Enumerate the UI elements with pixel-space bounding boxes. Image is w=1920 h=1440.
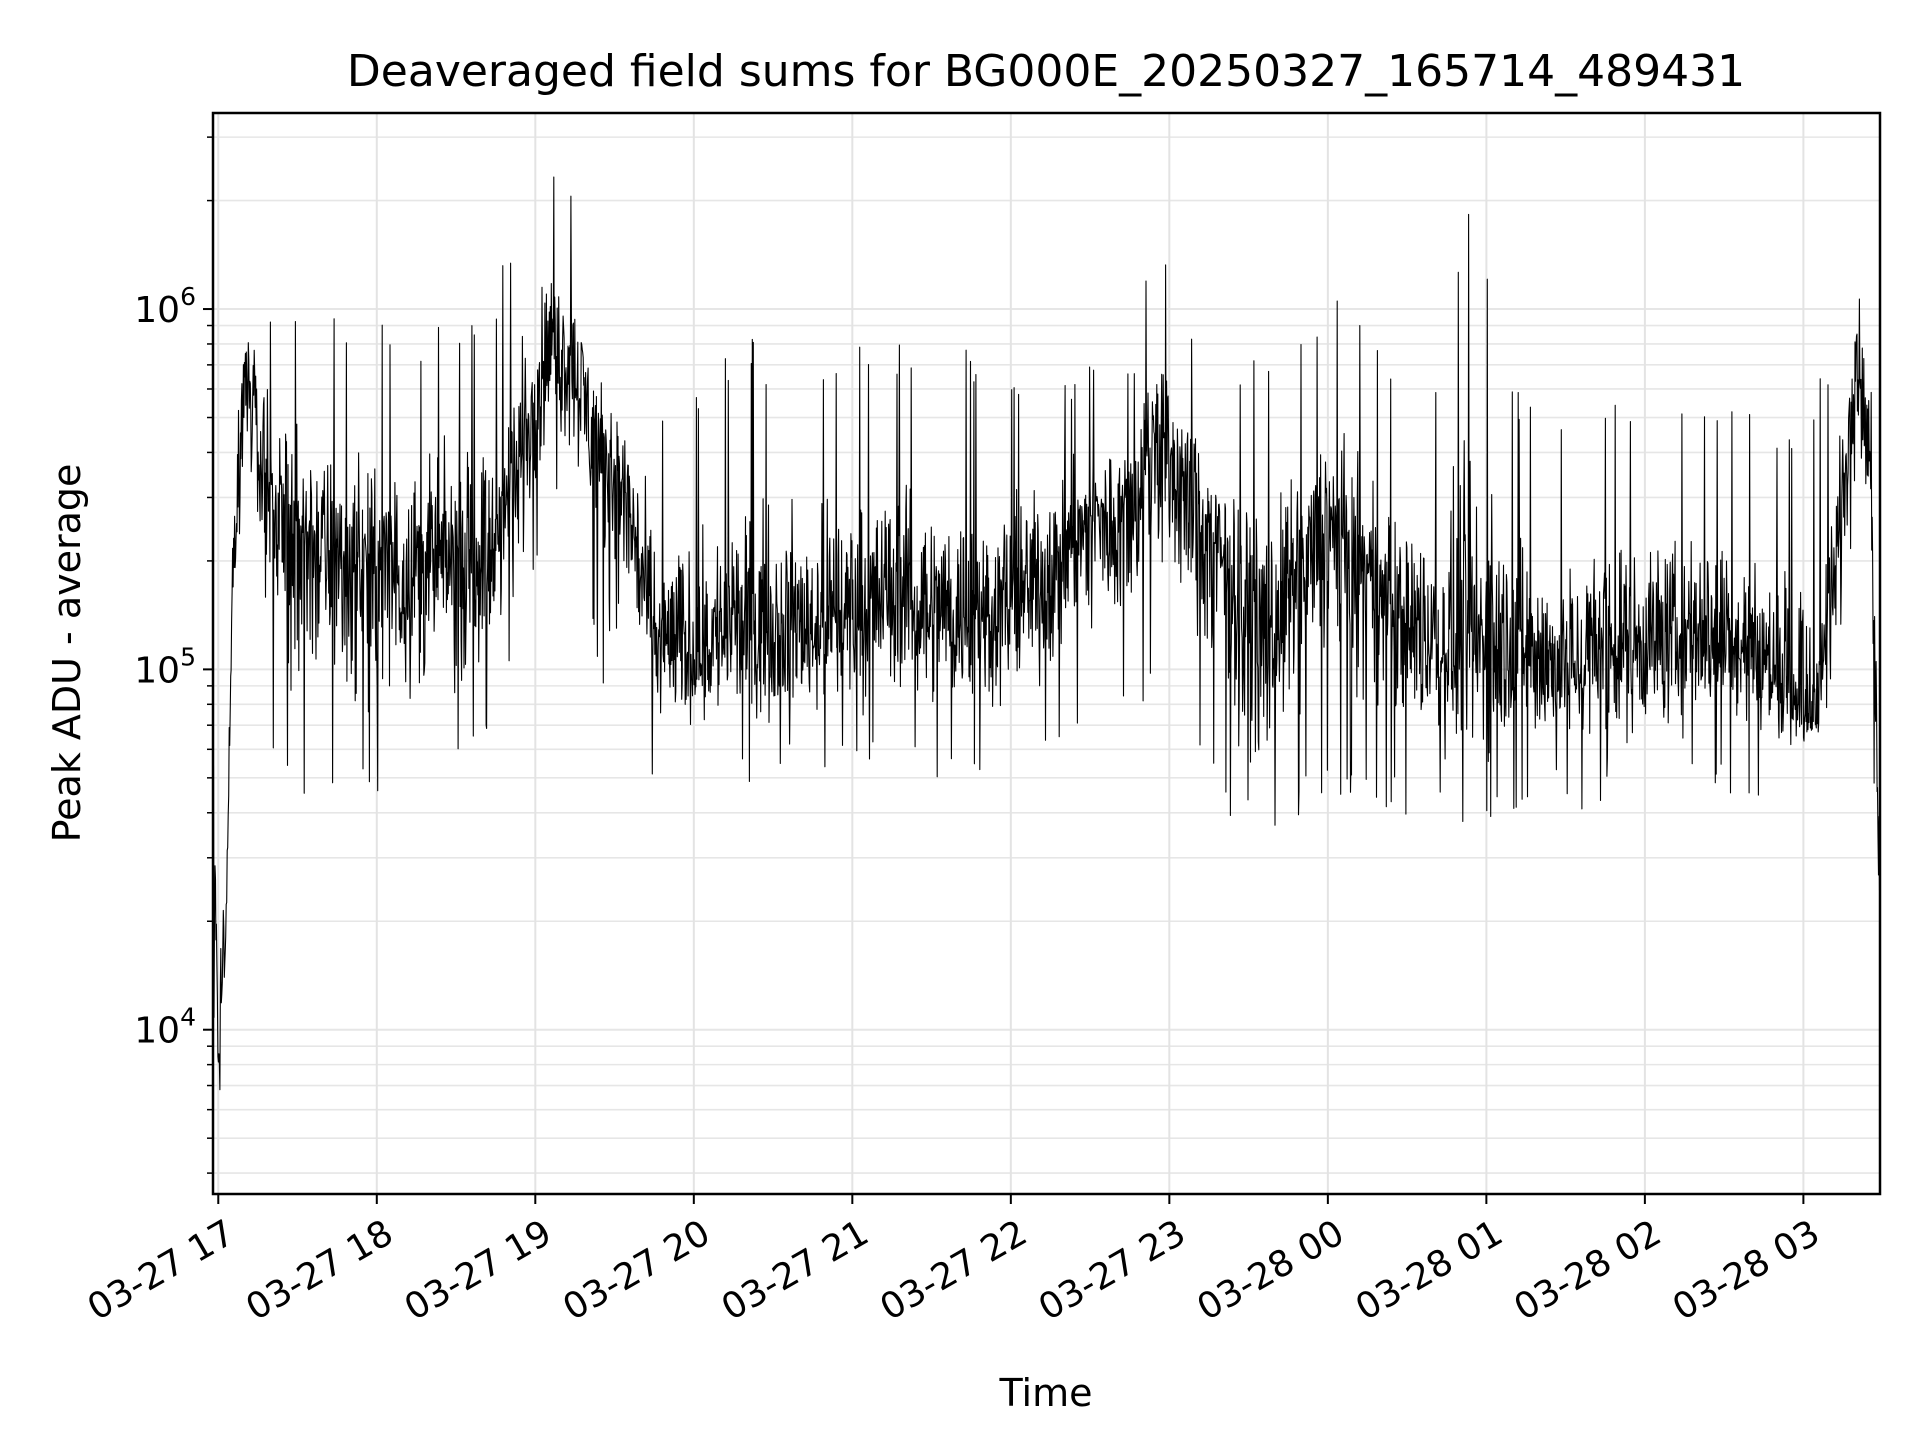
x-axis-label: Time — [999, 1371, 1093, 1415]
y-tick-label: 106 — [134, 282, 196, 331]
y-axis-label: Peak ADU - average — [45, 464, 89, 843]
y-tick-label: 105 — [134, 642, 196, 691]
data-line — [212, 176, 1881, 1091]
y-tick-label: 104 — [134, 1003, 196, 1052]
series-peak-adu — [212, 176, 1881, 1091]
chart-title: Deaveraged field sums for BG000E_2025032… — [347, 46, 1745, 97]
minor-gridlines — [213, 136, 1880, 1174]
plot-frame — [211, 111, 1882, 1196]
y-axis-ticks: 104 105 106 — [134, 136, 213, 1174]
